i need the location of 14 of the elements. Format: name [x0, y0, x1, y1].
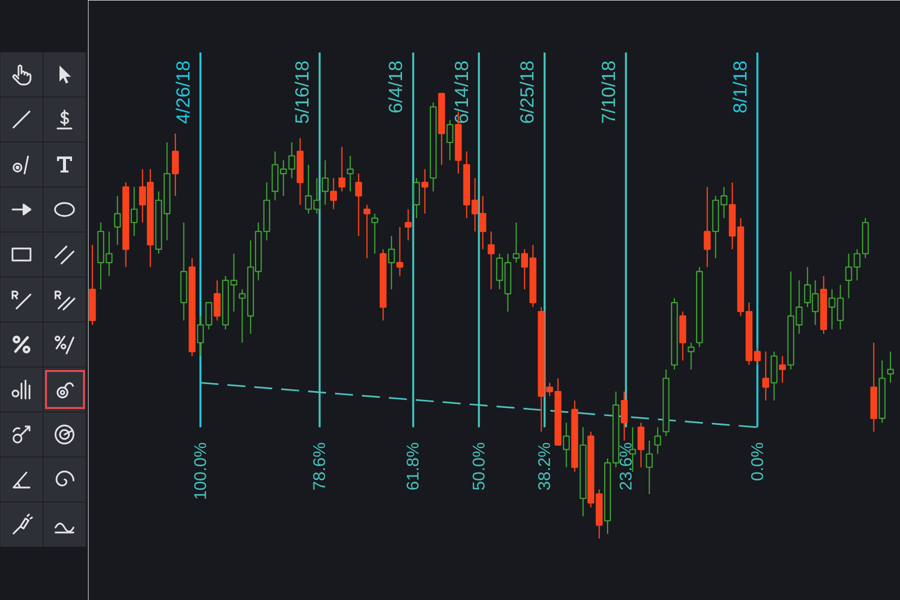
x-tick-label: 100.0% — [190, 442, 210, 500]
x-tick-label: 0.0% — [748, 442, 767, 481]
annotation: 4/26/18 — [173, 60, 194, 124]
x-tick-label: 50.0% — [469, 442, 488, 490]
x-tick-label: 38.2% — [535, 442, 554, 490]
x-tick-label: 61.8% — [404, 442, 423, 490]
x-tick-label: 78.6% — [310, 442, 330, 490]
annotation: 6/4/18 — [386, 60, 408, 114]
annotation: 5/16/18 — [292, 60, 314, 124]
annotation: 6/25/18 — [518, 60, 539, 124]
annotation: 8/1/18 — [730, 60, 752, 114]
x-tick-label: 23.6% — [616, 442, 636, 490]
annotation: 6/14/18 — [452, 60, 473, 124]
annotation: 7/10/18 — [598, 60, 620, 124]
